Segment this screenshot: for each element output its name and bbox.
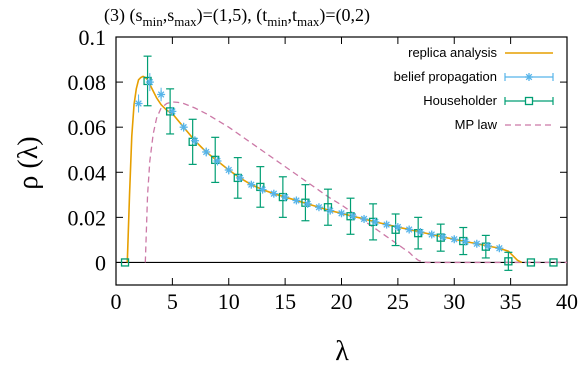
belief-propagation-point: [382, 220, 391, 229]
x-tick-label: 20: [331, 289, 353, 314]
householder-point: [526, 258, 536, 267]
belief-propagation-point: [427, 230, 436, 239]
belief-propagation-point: [360, 214, 369, 223]
belief-propagation-point: [438, 232, 447, 241]
x-tick-label: 10: [218, 289, 240, 314]
y-tick-label: 0.1: [79, 25, 107, 50]
householder-point: [256, 182, 265, 192]
legend-marker-bp: [525, 73, 533, 81]
x-tick-label: 40: [556, 289, 578, 314]
belief-propagation-point: [224, 166, 233, 175]
legend-marker-householder: [524, 96, 534, 106]
belief-propagation-point: [247, 180, 256, 189]
plot-area: 0 5 10 15 20 25 30 35 40 0 0.02 0.04 0.06 0.08 0.1: [68, 25, 579, 314]
y-tick-label: 0.06: [68, 115, 107, 140]
belief-propagation-point: [292, 196, 301, 205]
belief-propagation-point: [405, 225, 414, 234]
belief-propagation-point: [348, 212, 357, 221]
belief-propagation-point: [157, 90, 166, 99]
y-tick-label: 0: [95, 250, 106, 275]
legend-label: belief propagation: [394, 69, 497, 84]
belief-propagation-point: [393, 223, 402, 232]
belief-propagation-point: [145, 78, 154, 87]
belief-propagation-point: [371, 217, 380, 226]
x-tick-label: 35: [500, 289, 522, 314]
x-axis-label: λ: [335, 336, 349, 367]
belief-propagation-point: [303, 199, 312, 208]
belief-propagation-point: [461, 237, 470, 246]
y-tick-label: 0.04: [68, 160, 107, 185]
belief-propagation-point: [472, 239, 481, 248]
x-tick-label: 15: [274, 289, 296, 314]
belief-propagation-point: [236, 173, 245, 182]
belief-propagation-point: [326, 206, 335, 215]
belief-propagation-point: [484, 241, 493, 250]
legend: replica analysis belief propagation Househ…: [394, 45, 554, 132]
belief-propagation-point: [495, 244, 504, 253]
belief-propagation-point: [168, 107, 177, 116]
legend-label: Householder: [423, 93, 497, 108]
householder-point: [504, 257, 513, 266]
series-group: [120, 55, 567, 271]
y-axis-label: ρ (λ): [13, 136, 44, 189]
belief-propagation-point: [269, 189, 278, 198]
chart-title: (3) (smin,smax)=(1,5), (tmin,tmax)=(0,2): [104, 5, 370, 29]
belief-propagation-point: [314, 203, 323, 212]
legend-label: MP law: [455, 117, 498, 132]
belief-propagation-point: [202, 147, 211, 156]
belief-propagation-point: [281, 193, 290, 202]
belief-propagation-point: [190, 136, 199, 145]
belief-propagation-point: [337, 209, 346, 218]
householder-point: [120, 258, 130, 267]
x-tick-label: 25: [387, 289, 409, 314]
y-tick-label: 0.02: [68, 205, 107, 230]
belief-propagation-point: [213, 157, 222, 165]
belief-propagation-point: [134, 99, 143, 108]
x-tick-label: 0: [111, 289, 122, 314]
x-tick-label: 5: [167, 289, 178, 314]
legend-label: replica analysis: [408, 45, 497, 60]
x-tick-label: 30: [443, 289, 465, 314]
belief-propagation-point: [450, 235, 459, 244]
belief-propagation-point: [258, 185, 267, 194]
belief-propagation-point: [416, 228, 425, 237]
y-tick-label: 0.08: [68, 70, 107, 95]
householder-point: [391, 225, 400, 234]
householder-point: [549, 258, 558, 267]
belief-propagation-point: [179, 123, 188, 132]
mp-law-line: [144, 101, 567, 264]
